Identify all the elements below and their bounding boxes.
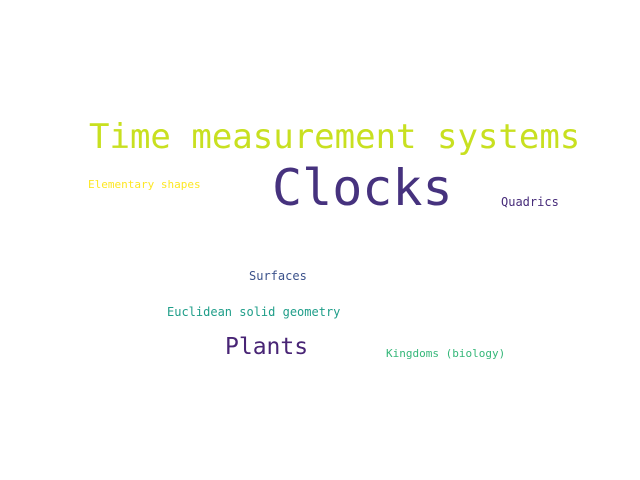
word-clocks: Clocks bbox=[272, 159, 453, 217]
word-time-measurement-systems: Time measurement systems bbox=[89, 117, 581, 157]
word-plants: Plants bbox=[225, 334, 309, 360]
word-surfaces: Surfaces bbox=[249, 269, 307, 283]
word-euclidean-solid-geometry: Euclidean solid geometry bbox=[167, 305, 341, 319]
word-kingdoms-biology: Kingdoms (biology) bbox=[386, 347, 506, 360]
word-elementary-shapes: Elementary shapes bbox=[88, 178, 201, 191]
word-quadrics: Quadrics bbox=[501, 195, 559, 209]
